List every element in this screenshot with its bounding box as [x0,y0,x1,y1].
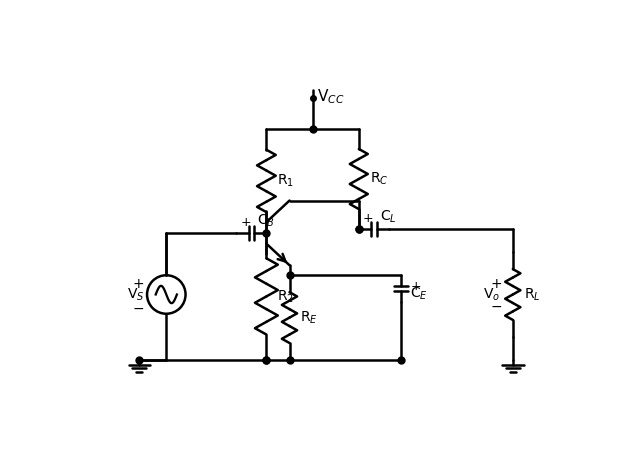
Text: −: − [132,301,145,315]
Text: R$_E$: R$_E$ [300,309,318,326]
Text: V$_S$: V$_S$ [127,286,144,303]
Text: +: + [490,277,502,291]
Text: +: + [240,216,251,229]
Text: V$_o$: V$_o$ [483,286,500,303]
Text: −: − [490,300,502,314]
Text: R$_1$: R$_1$ [277,173,294,189]
Text: +: + [132,277,145,291]
Text: C$_B$: C$_B$ [257,213,275,229]
Text: V$_{CC}$: V$_{CC}$ [317,87,345,106]
Text: R$_L$: R$_L$ [524,286,540,303]
Text: C$_E$: C$_E$ [410,286,428,302]
Text: R$_C$: R$_C$ [369,171,388,187]
Text: +: + [363,212,373,225]
Text: +: + [410,279,421,292]
Text: R$_2$: R$_2$ [277,288,294,305]
Text: C$_L$: C$_L$ [380,208,396,225]
